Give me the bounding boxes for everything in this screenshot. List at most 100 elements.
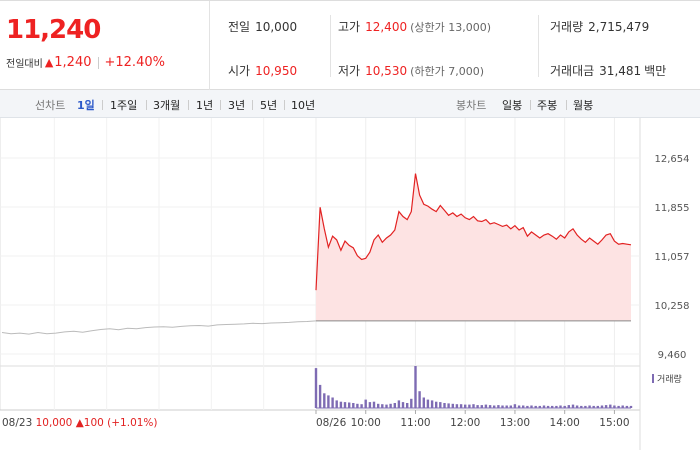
- volume-bar: [339, 401, 343, 408]
- prev-day-line: [1, 320, 317, 335]
- tab-10y[interactable]: 10년: [291, 99, 316, 112]
- volume-bar: [509, 405, 512, 408]
- current-price: 11,240: [6, 15, 101, 45]
- tab-daily-candle[interactable]: 일봉: [502, 99, 523, 112]
- prev-day-info-part: ▲: [76, 417, 85, 429]
- volume-bar: [563, 405, 566, 408]
- volume-bar: [397, 400, 401, 408]
- stat-prev-close-value: 10,000: [255, 20, 298, 34]
- stat-open-value: 10,950: [255, 64, 298, 78]
- tab-3y[interactable]: 3년: [228, 99, 246, 112]
- x-tick-label: 13:00: [500, 417, 530, 429]
- volume-bar: [476, 405, 479, 408]
- tab-divider: [102, 100, 103, 110]
- intraday-area: [316, 173, 631, 321]
- volume-bar: [613, 405, 616, 408]
- prev-day-info-part: (+1.01%): [107, 417, 157, 429]
- x-tick-label: 10:00: [351, 417, 381, 429]
- volume-bar: [323, 393, 326, 408]
- volume-bar: [575, 405, 579, 408]
- volume-bar: [368, 402, 372, 408]
- volume-bar: [318, 384, 322, 408]
- y-tick-label: 11,057: [655, 252, 690, 263]
- volume-bar: [538, 405, 541, 408]
- stat-trade-value-label: 거래대금: [550, 64, 595, 78]
- stat-low: 저가 10,530 (하한가 7,000): [338, 62, 484, 79]
- volume-bar: [522, 405, 525, 408]
- volume-bar: [372, 401, 376, 408]
- tab-1y[interactable]: 1년: [196, 99, 214, 112]
- stat-volume: 거래량 2,715,479: [550, 18, 649, 35]
- volume-bar: [414, 366, 417, 408]
- stat-low-label: 저가: [338, 64, 361, 78]
- volume-bar: [348, 402, 351, 408]
- tab-divider: [146, 100, 147, 110]
- volume-bar: [629, 405, 633, 408]
- x-tick-label: 11:00: [400, 417, 430, 429]
- volume-bar: [526, 405, 529, 408]
- y-tick-label: 12,654: [655, 154, 690, 165]
- volume-bar: [542, 405, 546, 408]
- volume-legend-swatch: [652, 374, 654, 383]
- tab-3m[interactable]: 3개월: [153, 99, 181, 112]
- volume-bar: [352, 403, 355, 408]
- volume-bar: [534, 405, 537, 408]
- stat-upper-limit: (상한가 13,000): [410, 21, 492, 34]
- stat-open-label: 시가: [228, 64, 251, 78]
- volume-bar: [493, 405, 496, 408]
- volume-bar: [468, 404, 471, 408]
- volume-bar: [546, 405, 550, 408]
- prev-day-info-part: 10,000: [36, 417, 76, 429]
- change-row: 전일대비 ▲ 1,240 +12.40%: [6, 55, 165, 70]
- volume-bar: [447, 403, 450, 408]
- stat-high: 고가 12,400 (상한가 13,000): [338, 18, 491, 35]
- stat-high-label: 고가: [338, 20, 361, 34]
- tab-5y[interactable]: 5년: [260, 99, 278, 112]
- volume-bar: [592, 405, 595, 408]
- volume-bar: [513, 404, 517, 408]
- tab-divider: [220, 100, 221, 110]
- stat-trade-value-unit: 백만: [644, 64, 667, 78]
- change-value: 1,240: [54, 55, 92, 70]
- stat-volume-value: 2,715,479: [588, 20, 650, 34]
- volume-bar: [426, 399, 430, 408]
- prev-day-info-part: 100: [84, 417, 107, 429]
- volume-bar: [609, 404, 612, 408]
- stats-divider: [330, 15, 331, 77]
- volume-bar: [497, 405, 500, 408]
- volume-bar: [505, 405, 508, 408]
- stats-divider: [538, 15, 539, 77]
- tab-divider: [530, 100, 531, 110]
- chart-labels: 12,654 11,855 11,057 10,258 9,460 08/26 10:00 1…: [2, 154, 690, 429]
- volume-bar: [588, 405, 591, 408]
- chart-lines: [1, 173, 632, 335]
- volume-bar: [472, 404, 475, 408]
- stat-lower-limit: (하한가 7,000): [410, 65, 485, 78]
- volume-bar: [455, 404, 459, 408]
- tab-weekly-candle[interactable]: 주봉: [537, 99, 558, 112]
- volume-bar: [451, 403, 454, 408]
- volume-bar: [596, 405, 599, 408]
- line-chart-label: 선차트: [35, 99, 66, 112]
- volume-bar: [501, 405, 504, 408]
- volume-bar: [331, 397, 334, 408]
- tab-divider: [284, 100, 285, 110]
- x-tick-label: 14:00: [550, 417, 580, 429]
- volume-bar: [439, 402, 442, 408]
- volume-bar: [385, 404, 388, 408]
- tab-divider: [566, 100, 567, 110]
- stat-prev-close-label: 전일: [228, 20, 251, 34]
- tab-1d[interactable]: 1일: [77, 99, 95, 112]
- volume-bar: [459, 404, 463, 408]
- volume-bar: [555, 405, 558, 408]
- tab-1w[interactable]: 1주일: [110, 99, 138, 112]
- stat-high-value: 12,400: [365, 20, 408, 34]
- volume-bar: [327, 395, 330, 408]
- chart-period-tabs: 선차트 1일 1주일 3개월 1년 3년 5년 10년 봉차트 일봉 주봉 월봉: [0, 90, 700, 118]
- volume-bar: [464, 404, 467, 408]
- tab-monthly-candle[interactable]: 월봉: [573, 99, 594, 112]
- volume-bar: [410, 398, 413, 408]
- volume-bar: [335, 400, 338, 408]
- tab-divider: [252, 100, 253, 110]
- prev-day-info: 08/23 10,000 ▲100 (+1.01%): [2, 417, 158, 429]
